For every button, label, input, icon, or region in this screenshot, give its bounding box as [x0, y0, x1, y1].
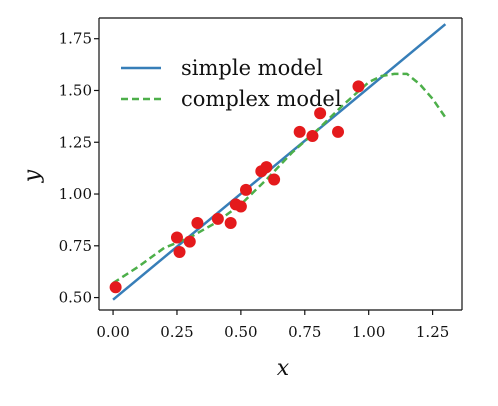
- data-point: [332, 125, 345, 138]
- data-point: [170, 231, 183, 244]
- x-tick-label: 0.00: [96, 323, 129, 341]
- y-tick-label: 1.00: [59, 185, 92, 203]
- x-tick-label: 0.75: [288, 323, 321, 341]
- data-point: [239, 183, 252, 196]
- y-tick-label: 1.75: [59, 30, 92, 48]
- data-point: [173, 246, 186, 259]
- data-point: [293, 125, 306, 138]
- x-tick-label: 1.25: [416, 323, 449, 341]
- legend-simple-model-label: simple model: [181, 56, 323, 80]
- legend: simple model complex model: [121, 56, 342, 111]
- simple-model-line: [112, 23, 447, 301]
- data-point: [109, 281, 122, 294]
- x-tick-label: 1.00: [352, 323, 385, 341]
- data-point: [191, 217, 204, 230]
- x-tick-label: 0.25: [160, 323, 193, 341]
- axes-layer: 0.00 0.25 0.50 0.75 1.00 1.25 0.50 0.75 1.00 1.25…: [59, 17, 463, 341]
- x-tick-label: 0.50: [224, 323, 257, 341]
- y-tick-label: 0.75: [59, 237, 92, 255]
- data-point: [352, 80, 365, 93]
- data-point: [260, 161, 273, 174]
- y-tick-label: 0.50: [59, 289, 92, 307]
- data-point: [314, 107, 327, 120]
- data-point: [183, 235, 196, 248]
- data-point: [224, 217, 237, 230]
- data-point: [234, 200, 247, 213]
- legend-complex-model-label: complex model: [181, 87, 342, 111]
- x-axis-title: x: [277, 356, 290, 381]
- data-point: [268, 173, 281, 186]
- data-point: [211, 212, 224, 225]
- points-layer: [109, 80, 365, 294]
- data-point: [306, 130, 319, 143]
- y-tick-label: 1.25: [59, 133, 92, 151]
- y-tick-label: 1.50: [59, 81, 92, 99]
- y-axis-title: y: [20, 169, 45, 183]
